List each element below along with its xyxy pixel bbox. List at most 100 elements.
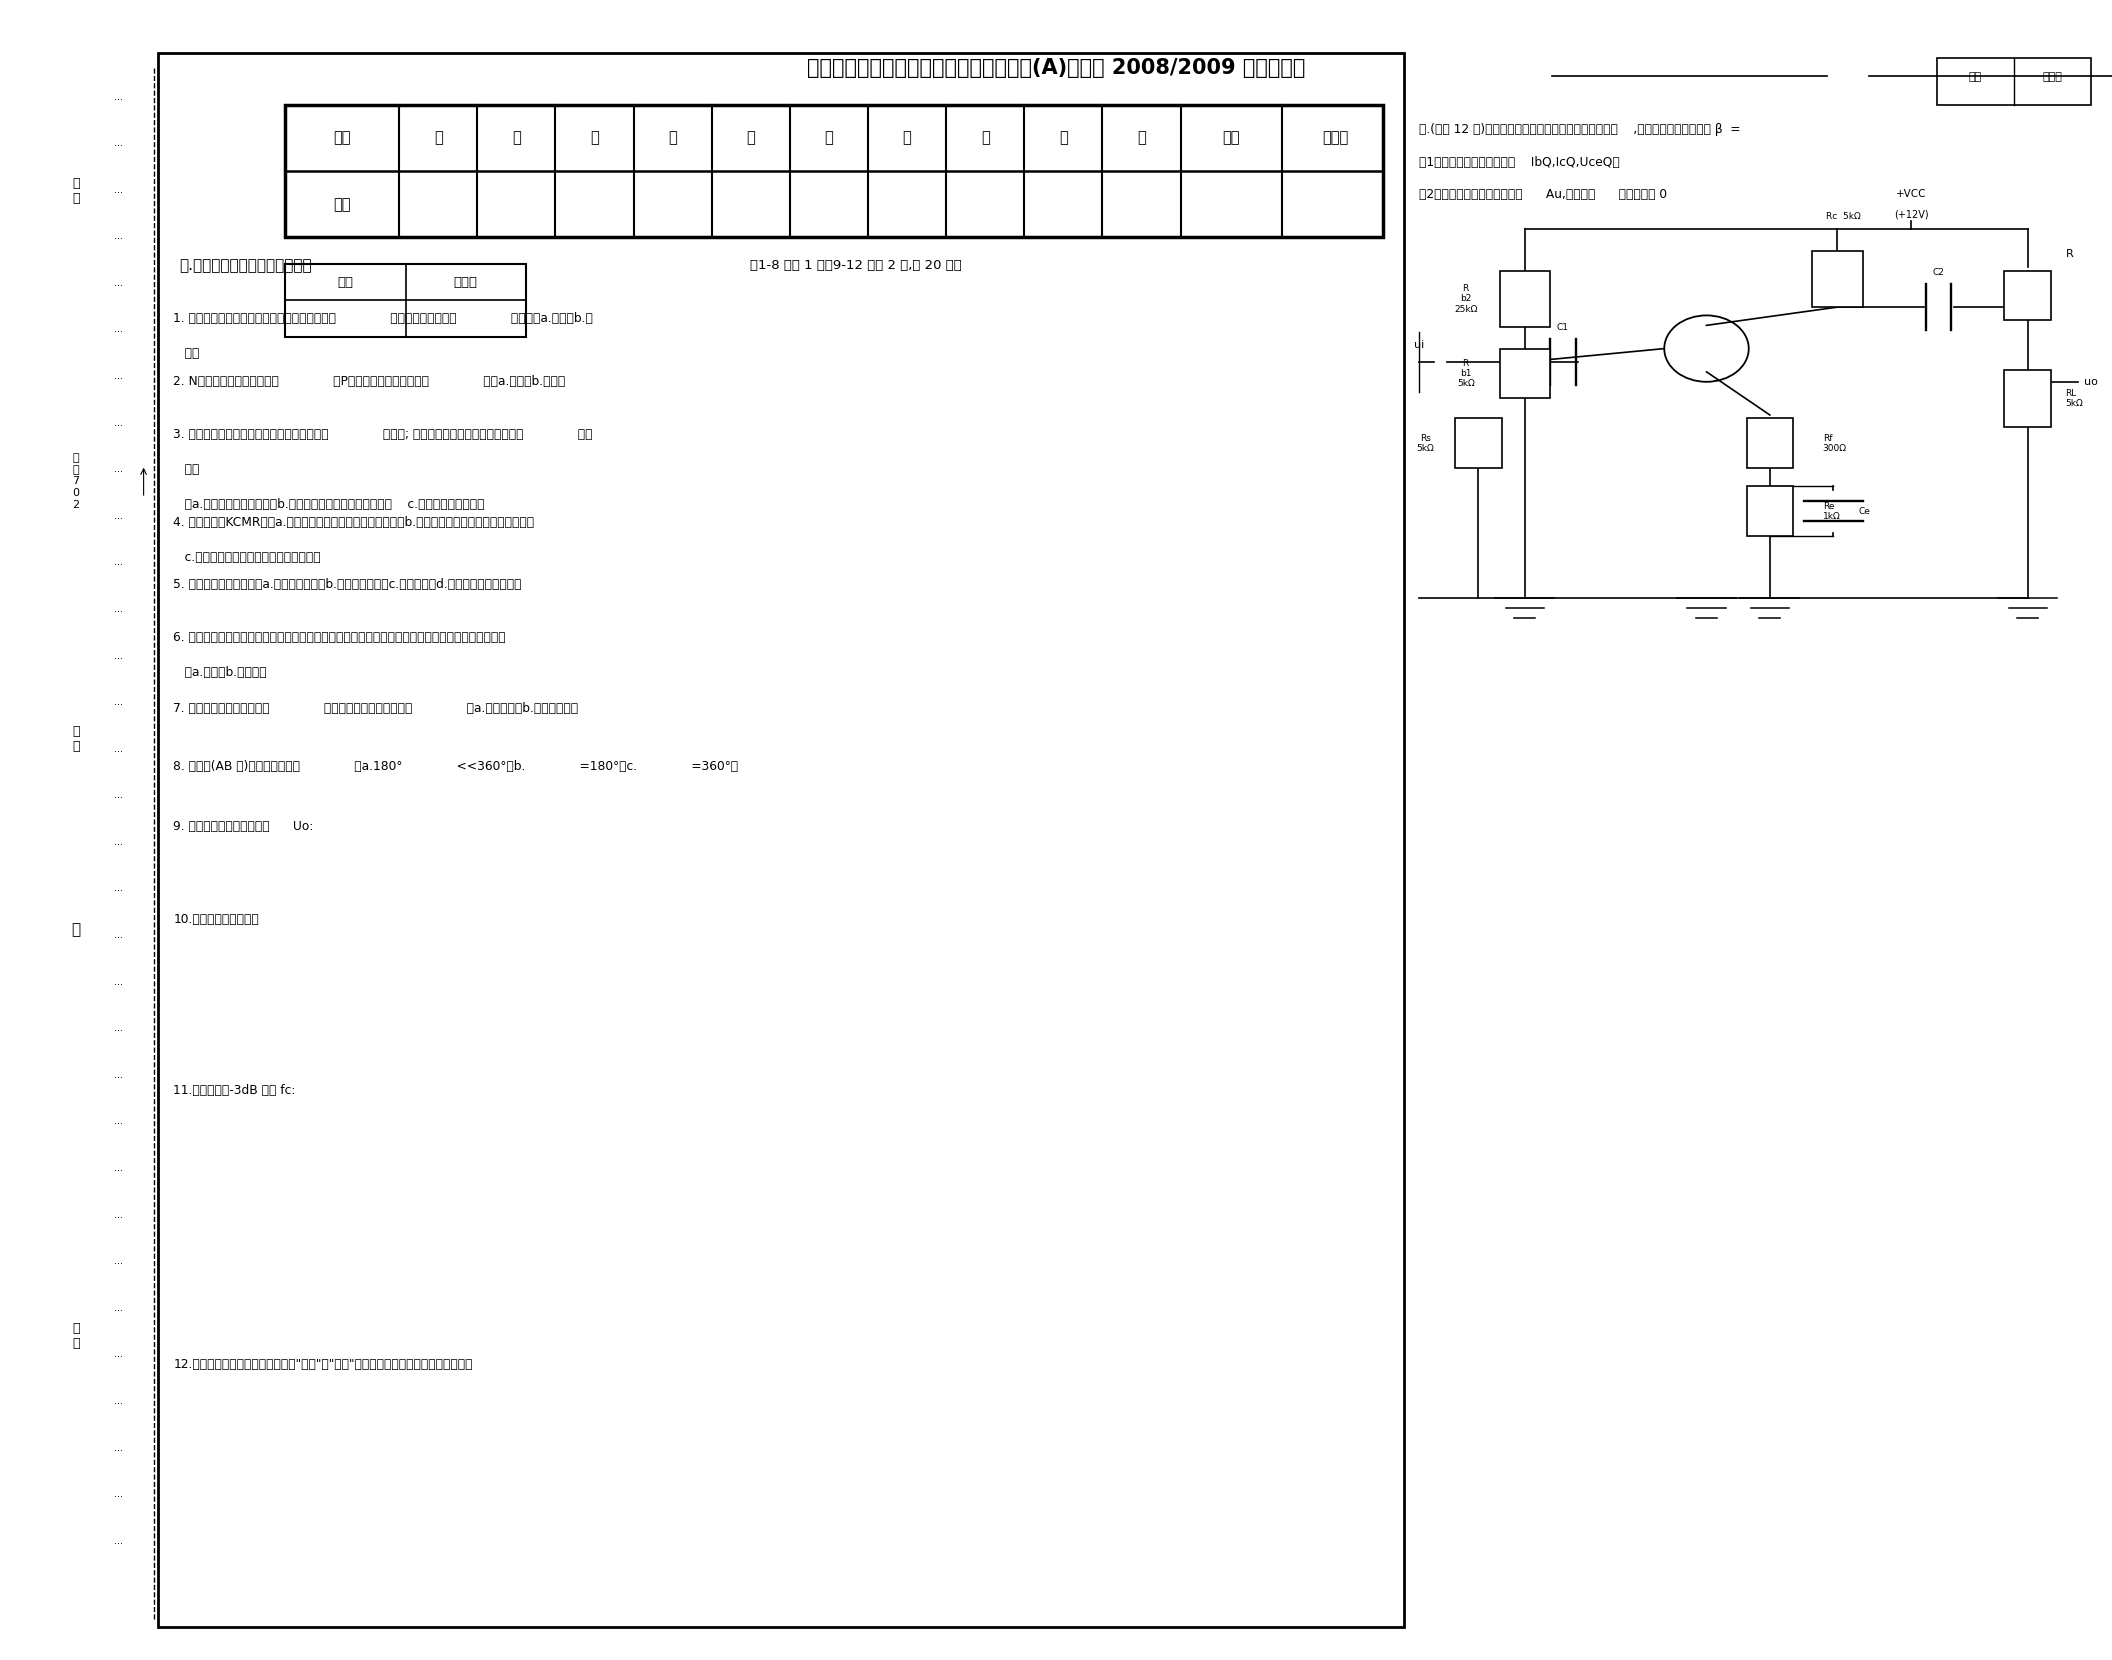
Text: Re
1kΩ: Re 1kΩ: [1823, 501, 1840, 521]
Text: 阅卷人: 阅卷人: [2042, 71, 2061, 81]
Text: ···: ···: [114, 468, 122, 478]
Text: RL
5kΩ: RL 5kΩ: [2066, 388, 2082, 408]
Text: ···: ···: [114, 141, 122, 151]
Text: C1: C1: [1557, 324, 1569, 332]
Text: 复核人: 复核人: [1322, 129, 1350, 146]
Text: ···: ···: [114, 1026, 122, 1036]
Text: 四: 四: [667, 129, 678, 146]
Text: 7. 采纳电压负反应能够稳固              ；采纳电流负反应能够稳固              （a.输出电流，b.输出电压）。: 7. 采纳电压负反应能够稳固 ；采纳电流负反应能够稳固 （a.输出电流，b.输出…: [173, 702, 579, 715]
Bar: [158, 53, 1404, 1627]
Text: （a.减小，b.增大）。: （a.减小，b.增大）。: [173, 666, 266, 679]
Text: 八: 八: [980, 129, 991, 146]
Text: c.沟通放大倍数与直流放大倍数之比。）: c.沟通放大倍数与直流放大倍数之比。）: [173, 551, 321, 564]
Text: 十: 十: [1136, 129, 1147, 146]
Bar: [1455, 418, 1502, 468]
Text: R
b1
5kΩ: R b1 5kΩ: [1457, 359, 1474, 388]
Text: ···: ···: [114, 1260, 122, 1270]
Text: ···: ···: [114, 281, 122, 290]
Text: ···: ···: [114, 979, 122, 989]
Text: 得分: 得分: [1968, 71, 1981, 81]
Text: 兰州交通大学模拟电子技术基础课程试卷(A)课程号 2008/2009 学年第学期: 兰州交通大学模拟电子技术基础课程试卷(A)课程号 2008/2009 学年第学期: [807, 58, 1305, 78]
Text: 名
姓: 名 姓: [72, 178, 80, 204]
Text: 6. 不论反应信号是取自输出电压仍是输出电流，只需输入端采纳串连负反应的方式，其输入电阻都要: 6. 不论反应信号是取自输出电压仍是输出电流，只需输入端采纳串连负反应的方式，其…: [173, 631, 505, 644]
Text: 10.放大器的增益带宽积: 10.放大器的增益带宽积: [173, 913, 260, 926]
Text: 9. 集成运放的输入失调电压      Uo:: 9. 集成运放的输入失调电压 Uo:: [173, 820, 313, 833]
Text: 二.(此题 12 分)静态工作点稳固的放大电路以下列图所示    ,晶体管的电流放大系数 β  =: 二.(此题 12 分)静态工作点稳固的放大电路以下列图所示 ,晶体管的电流放大系…: [1419, 123, 1740, 136]
Bar: [2004, 370, 2051, 427]
Text: （1）计算电路的静态工点（    IbQ,IcQ,UceQ）: （1）计算电路的静态工点（ IbQ,IcQ,UceQ）: [1419, 156, 1620, 169]
Bar: [1812, 251, 1863, 307]
Text: 响。: 响。: [173, 463, 199, 476]
Text: 3. 放大电路高频时放大倍数降落，主假如由于              的影响; 低频时放大倍数降落，主假如由于              的影: 3. 放大电路高频时放大倍数降落，主假如由于 的影响; 低频时放大倍数降落，主假…: [173, 428, 593, 442]
Text: ···: ···: [114, 561, 122, 571]
Text: C2: C2: [1932, 269, 1945, 277]
Text: 班
级
7
0
2: 班 级 7 0 2: [72, 453, 80, 510]
Text: 5. 差动放大电路是为了（a.稳固放大倍数，b.提升输入电阻，c.战胜漂移，d.扩展频带）而设置的。: 5. 差动放大电路是为了（a.稳固放大倍数，b.提升输入电阻，c.战胜漂移，d.…: [173, 578, 522, 591]
Text: ···: ···: [114, 188, 122, 198]
Text: ···: ···: [114, 1492, 122, 1502]
Bar: [1747, 486, 1793, 536]
Text: uo: uo: [2085, 377, 2097, 387]
Text: +VCC: +VCC: [1897, 189, 1926, 199]
Text: ···: ···: [114, 1446, 122, 1456]
Text: R: R: [2066, 249, 2074, 259]
Bar: [1500, 349, 1550, 398]
Text: 一: 一: [433, 129, 444, 146]
Text: ···: ···: [114, 933, 122, 943]
Text: ···: ···: [114, 747, 122, 757]
Text: ···: ···: [114, 840, 122, 850]
Text: ···: ···: [114, 1353, 122, 1363]
Text: ···: ···: [114, 1165, 122, 1175]
Text: Ce: Ce: [1859, 506, 1871, 516]
Text: ···: ···: [114, 1213, 122, 1223]
Text: 4. 共模克制比KCMR是（a.差模输入信号与共模输入信号之比，b.差模放大倍数与共模放大倍数之比，: 4. 共模克制比KCMR是（a.差模输入信号与共模输入信号之比，b.差模放大倍数…: [173, 516, 534, 530]
Text: ···: ···: [114, 1539, 122, 1549]
Text: 六: 六: [824, 129, 834, 146]
Text: ···: ···: [114, 515, 122, 525]
Text: ···: ···: [114, 1119, 122, 1129]
Text: ···: ···: [114, 608, 122, 618]
Text: Rc  5kΩ: Rc 5kΩ: [1827, 212, 1861, 221]
Text: 得分: 得分: [334, 196, 351, 212]
Text: 向）: 向）: [173, 347, 199, 360]
Text: ···: ···: [114, 327, 122, 337]
Text: ···: ···: [114, 95, 122, 105]
Text: （2）计算电路的电压放大倍数      Au,输入电阻      和输出电阻 0: （2）计算电路的电压放大倍数 Au,输入电阻 和输出电阻 0: [1419, 188, 1666, 201]
Bar: [1500, 271, 1550, 327]
Text: 1. 要使三极管起正常放大作用，其发射结一定加              偏置，集电结一定加              偏置。（a.正向，b.反: 1. 要使三极管起正常放大作用，其发射结一定加 偏置，集电结一定加 偏置。（a.…: [173, 312, 593, 325]
Text: 五: 五: [746, 129, 756, 146]
Text: 七: 七: [902, 129, 912, 146]
Text: ···: ···: [114, 886, 122, 896]
Text: 院
学: 院 学: [72, 1323, 80, 1350]
Text: 二: 二: [511, 129, 522, 146]
Text: 九: 九: [1058, 129, 1069, 146]
Text: ···: ···: [114, 374, 122, 383]
Text: 题号: 题号: [334, 129, 351, 146]
Text: ui: ui: [1415, 340, 1423, 350]
Text: ···: ···: [114, 701, 122, 710]
Text: 一.解说名词术语或回答下列问题: 一.解说名词术语或回答下列问题: [180, 257, 313, 274]
Text: (+12V): (+12V): [1894, 209, 1928, 219]
Text: 8. 甲乙类(AB 类)放大器的导通角              （a.180°              <<360°，b.              =18: 8. 甲乙类(AB 类)放大器的导通角 （a.180° <<360°，b. =1…: [173, 760, 739, 774]
Text: ···: ···: [114, 1399, 122, 1409]
Text: 业
专: 业 专: [72, 725, 80, 752]
Text: （1-8 每空 1 分，9-12 每题 2 分,共 20 分）: （1-8 每空 1 分，9-12 每题 2 分,共 20 分）: [750, 259, 961, 272]
Text: 12.集成运在线性应用时一般都知是"虚短"和"虚断"两个定理，简述这两个定理的内容：: 12.集成运在线性应用时一般都知是"虚短"和"虚断"两个定理，简述这两个定理的内…: [173, 1358, 473, 1371]
Bar: [1937, 58, 2091, 105]
Text: 三: 三: [589, 129, 600, 146]
Text: ···: ···: [114, 420, 122, 430]
Text: ···: ···: [114, 1306, 122, 1316]
Bar: [1747, 418, 1793, 468]
Text: 密: 密: [72, 921, 80, 938]
Text: ···: ···: [114, 234, 122, 244]
Text: 11.集成运放的-3dB 带宽 fc:: 11.集成运放的-3dB 带宽 fc:: [173, 1084, 296, 1097]
Text: ···: ···: [114, 1072, 122, 1082]
Text: ···: ···: [114, 793, 122, 803]
Bar: [2004, 271, 2051, 320]
Text: Rf
300Ω: Rf 300Ω: [1823, 433, 1846, 453]
Text: R
b2
25kΩ: R b2 25kΩ: [1453, 284, 1478, 314]
Text: 得分: 得分: [338, 276, 353, 289]
Text: Rs
5kΩ: Rs 5kΩ: [1417, 433, 1434, 453]
Text: ···: ···: [114, 654, 122, 664]
Text: 总分: 总分: [1223, 129, 1240, 146]
